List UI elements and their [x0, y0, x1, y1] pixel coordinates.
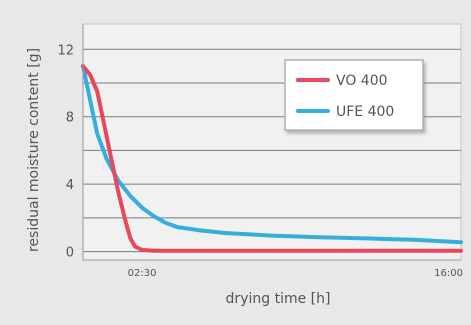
series-lines [81, 64, 463, 253]
y-tick-label: 8 [66, 111, 74, 126]
legend: VO 400 UFE 400 [284, 59, 424, 131]
y-tick-label: 12 [57, 43, 74, 58]
series-line-vo-400 [81, 64, 463, 253]
series-line-ufe-400 [81, 64, 463, 245]
x-tick-labels: 02:30 16:00 [128, 268, 463, 279]
y-tick-label: 0 [66, 246, 74, 261]
legend-box [284, 59, 424, 131]
y-axis-label: residual moisture content [g] [26, 48, 42, 252]
y-tick-labels: 0 4 8 12 [57, 43, 74, 260]
legend-label-ufe-400: UFE 400 [336, 104, 394, 120]
legend-label-vo-400: VO 400 [336, 73, 388, 89]
x-axis-label: drying time [h] [226, 291, 331, 307]
x-tick-label: 02:30 [128, 268, 157, 279]
x-tick-label: 16:00 [434, 268, 463, 279]
y-tick-label: 4 [66, 178, 74, 193]
